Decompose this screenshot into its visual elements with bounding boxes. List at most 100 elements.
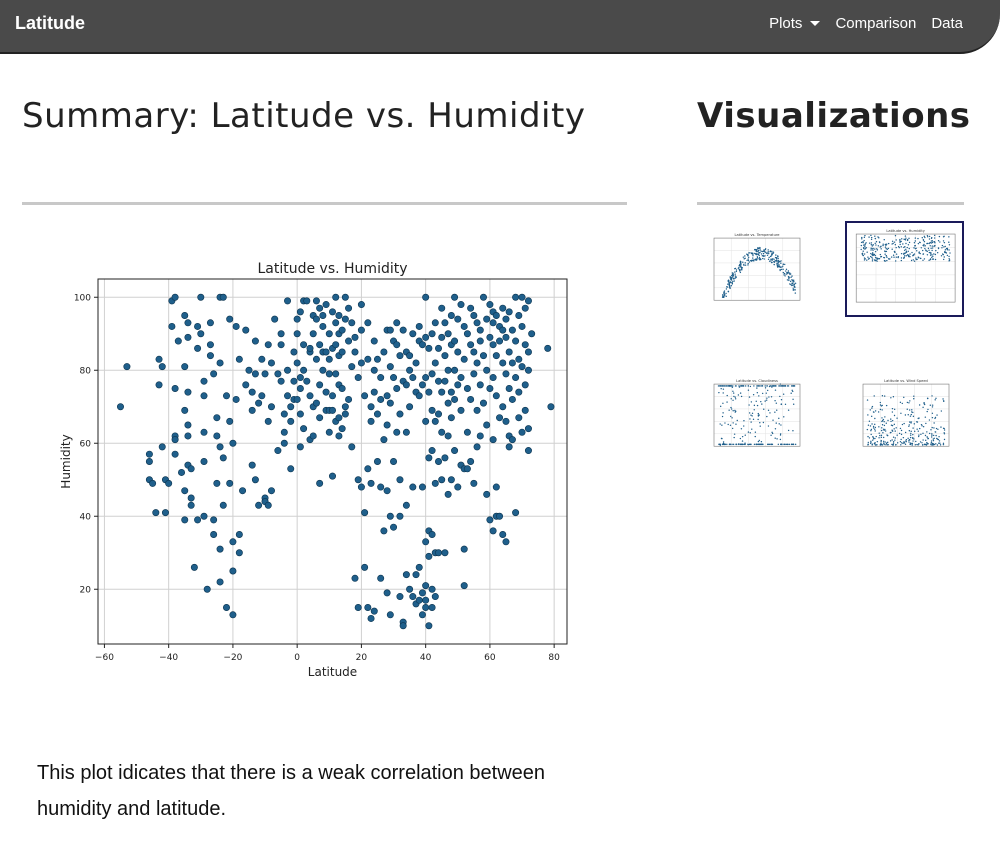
data-point: [390, 523, 398, 531]
thumbnail-point: [889, 440, 892, 442]
thumbnail-point: [943, 246, 945, 248]
data-point: [229, 611, 237, 619]
thumbnail-point: [891, 430, 894, 432]
thumbnail-point: [931, 426, 933, 429]
thumbnail-point: [910, 259, 913, 262]
thumbnail-point: [900, 438, 902, 441]
thumbnail-point: [749, 260, 752, 262]
thumbnail-point: [884, 430, 887, 432]
thumbnail-point: [942, 236, 945, 238]
nav-plots-dropdown[interactable]: Plots: [769, 15, 821, 32]
thumbnail-point: [892, 242, 894, 245]
data-point: [248, 406, 256, 414]
thumbnail-point: [758, 254, 760, 257]
nav-data-link[interactable]: Data: [931, 15, 963, 32]
data-point: [447, 388, 455, 396]
data-point: [422, 603, 430, 611]
thumbnail-point: [777, 256, 779, 258]
thumbnail-point: [931, 247, 934, 249]
thumbnail-cloudiness[interactable]: Latitude vs. Cloudiness: [706, 374, 806, 458]
thumbnail-point: [899, 440, 902, 443]
data-point: [505, 308, 513, 316]
thumbnail-wind-speed[interactable]: Latitude vs. Wind Speed: [855, 374, 955, 458]
data-point: [438, 304, 446, 312]
thumbnail-point: [899, 427, 902, 430]
nav-comparison-link[interactable]: Comparison: [835, 15, 917, 32]
main-divider: [22, 202, 627, 205]
thumbnail-point: [876, 440, 879, 443]
thumbnail-point: [789, 283, 791, 285]
thumbnail-point: [871, 245, 873, 247]
thumbnail-point: [740, 266, 742, 268]
thumbnail-point: [747, 443, 749, 446]
thumbnail-point: [864, 234, 866, 237]
thumbnail-point: [723, 385, 726, 387]
thumbnail-point: [945, 252, 948, 254]
data-point: [515, 414, 523, 422]
thumbnail-point: [735, 270, 738, 273]
data-point: [467, 341, 475, 349]
thumbnail-point: [878, 258, 881, 260]
thumbnail-point: [790, 276, 792, 279]
thumbnail-point: [769, 412, 771, 414]
thumbnail-temperature[interactable]: Latitude vs. Temperature: [706, 228, 806, 312]
thumbnail-point: [926, 397, 929, 400]
thumbnail-point: [746, 259, 748, 262]
thumbnail-point: [896, 417, 898, 419]
thumbnail-point: [722, 441, 725, 443]
data-point: [396, 352, 404, 360]
thumbnail-point: [872, 244, 875, 246]
thumbnail-point: [751, 428, 753, 430]
thumbnail-point: [755, 259, 757, 261]
thumbnail-point: [868, 420, 871, 422]
thumbnail-point: [765, 399, 768, 401]
thumbnail-point: [934, 399, 936, 401]
thumbnail-point: [742, 256, 745, 258]
thumbnail-point: [927, 236, 929, 238]
thumbnail-point: [871, 256, 873, 259]
thumbnail-point: [901, 402, 903, 405]
thumbnail-point: [785, 270, 787, 272]
thumbnail-point: [895, 444, 897, 446]
thumbnail-point: [930, 252, 932, 255]
thumbnail-point: [870, 249, 872, 251]
thumbnail-point: [757, 250, 759, 252]
thumbnail-point: [879, 404, 882, 406]
thumbnail-point: [893, 241, 896, 243]
thumbnail-point: [931, 241, 934, 244]
thumbnail-point: [753, 260, 755, 262]
thumbnail-point: [721, 415, 724, 418]
thumbnail-point: [755, 400, 757, 402]
thumbnail-point: [938, 436, 940, 438]
thumbnail-point: [909, 256, 911, 258]
thumbnail-point: [763, 258, 765, 260]
thumbnail-point: [905, 251, 908, 253]
data-point: [165, 479, 173, 487]
data-point: [431, 359, 439, 367]
navbar-brand[interactable]: Latitude: [15, 13, 85, 33]
data-point: [158, 363, 166, 371]
thumbnail-point: [760, 400, 762, 403]
thumbnail-point: [860, 241, 863, 244]
data-point: [422, 293, 430, 301]
data-point: [171, 436, 179, 444]
thumbnail-point: [906, 238, 909, 241]
thumbnail-point: [890, 424, 893, 426]
thumbnail-point: [868, 242, 871, 244]
data-point: [476, 381, 484, 389]
data-point: [521, 381, 529, 389]
data-point: [239, 487, 247, 495]
thumbnail-point: [881, 395, 884, 397]
data-point: [181, 311, 189, 319]
data-point: [251, 476, 259, 484]
data-point: [161, 509, 169, 517]
data-point: [332, 293, 340, 301]
thumbnail-point: [911, 251, 913, 254]
thumbnail-point: [893, 428, 895, 430]
thumbnail-point: [877, 245, 880, 247]
thumbnail-point: [759, 251, 761, 254]
thumbnail-humidity[interactable]: Latitude vs. Humidity: [845, 221, 964, 317]
data-point: [406, 403, 414, 411]
thumbnail-point: [870, 428, 873, 431]
thumbnail-point: [895, 256, 898, 258]
